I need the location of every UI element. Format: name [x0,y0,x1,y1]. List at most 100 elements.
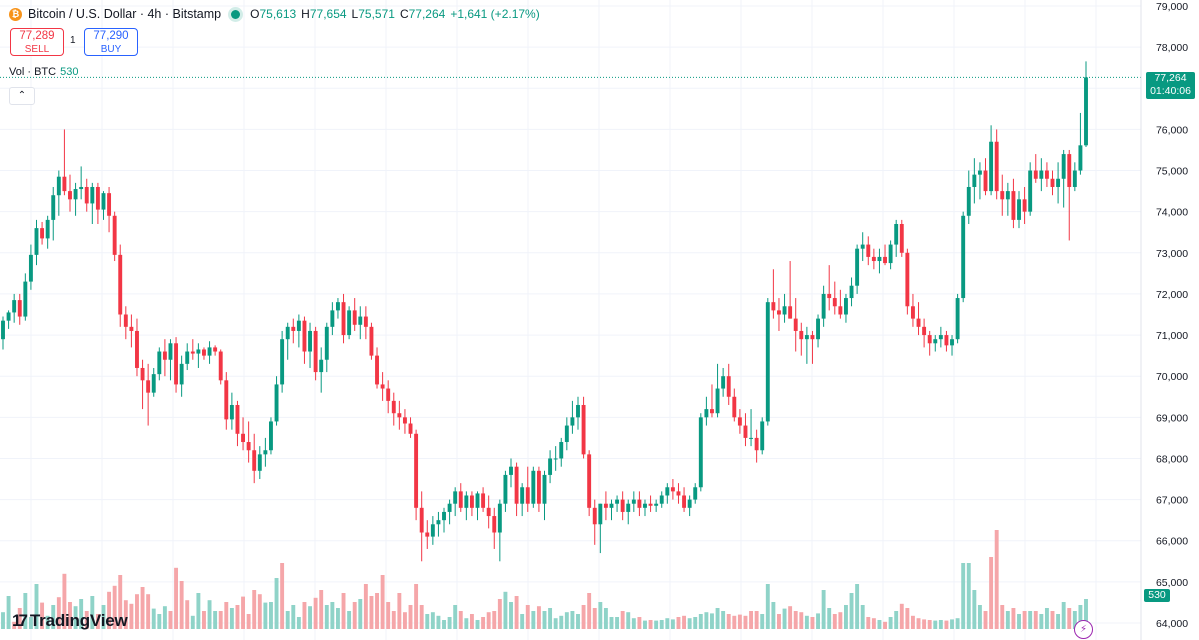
volume-bar [229,608,234,629]
volume-bar [263,602,268,629]
volume-bar [430,612,435,629]
candle-body [715,388,720,414]
candle-body [84,186,89,204]
volume-bar [715,608,720,629]
volume-bar [168,611,173,629]
candle-body [291,326,296,331]
candle-body [564,425,569,443]
volume-legend[interactable]: Vol · BTC 530 [9,66,78,78]
candle-body [28,254,33,282]
candle-body [386,388,391,401]
volume-bar [235,605,240,629]
volume-bar [146,594,151,629]
volume-bar [1072,611,1077,629]
candle-body [894,224,899,245]
candle-body [810,335,815,340]
candle-body [559,442,564,459]
candle-body [871,256,876,262]
volume-bar [369,596,374,629]
price-tick-label: 64,000 [1156,618,1188,630]
candle-body [335,302,340,311]
candle-body [492,516,497,533]
candle-body [218,351,223,381]
lightning-icon[interactable]: ⚡ [1074,620,1093,639]
volume-bar [665,618,670,629]
volume-bar [525,605,530,629]
volume-bar [631,618,636,629]
candle-body [732,396,737,418]
volume-bar [90,596,95,629]
volume-bar [324,605,329,629]
volume-bar [754,611,759,629]
symbol-title[interactable]: Bitcoin / U.S. Dollar · 4h · Bitstamp [28,7,222,21]
volume-bar [34,584,39,629]
volume-bar [308,606,312,629]
volume-bar [84,611,89,629]
candle-body [40,228,45,239]
chevron-up-icon[interactable]: ⌃ [9,87,35,105]
candle-body [961,215,966,299]
volume-bar [726,614,731,629]
price-tick-label: 72,000 [1156,289,1188,301]
candle-body [229,404,234,420]
volume-bar [721,611,726,629]
candle-body [598,503,603,525]
last-price-value: 77,264 [1154,72,1187,84]
candle-body [481,493,486,508]
candle-body [56,176,61,196]
volume-bar [291,605,296,629]
volume-bar [375,593,379,629]
volume-bar [910,615,915,629]
volume-bar [1,612,5,629]
candle-body [146,380,151,393]
candle-body [704,409,709,418]
tradingview-logo[interactable]: 17 TradingView [12,611,128,631]
candle-body [592,507,597,525]
candle-body [933,339,938,344]
volume-bar [56,597,61,629]
candle-body [659,495,664,504]
volume-bar [45,615,50,629]
volume-bar [1039,614,1044,629]
candle-body [665,487,670,496]
candle-body [922,326,927,336]
volume-bar [503,591,508,629]
candle-body [1044,170,1049,179]
sell-button[interactable]: 77,289 SELL [10,28,64,56]
candle-body [179,363,184,385]
candle-body [643,503,647,508]
price-tick-label: 69,000 [1156,412,1188,424]
open-value: 75,613 [259,7,297,21]
candle-body [380,384,385,389]
volume-bar [938,620,943,629]
volume-bar [877,620,882,629]
volume-bar [1005,611,1010,629]
volume-bar [944,620,949,629]
candle-body [570,417,575,426]
buy-button[interactable]: 77,290 BUY [84,28,138,56]
candle-body [436,520,441,525]
candle-body [788,306,793,319]
candle-body [1,320,5,340]
candle-body [603,503,608,508]
candle-body [855,248,860,286]
candle-body [531,470,536,504]
volume-bar [765,584,770,629]
candle-body [676,491,681,496]
volume-bar [821,590,826,629]
candle-body [202,349,206,356]
volume-bar [313,597,318,629]
candle-body [670,487,675,492]
volume-bar [330,602,335,629]
price-tick-label: 67,000 [1156,495,1188,507]
volume-bar [151,608,156,629]
candle-body [95,186,100,210]
candle-body [308,330,312,352]
candle-body [888,244,893,264]
candle-body [916,318,921,327]
candle-body [269,421,273,451]
candle-body [1078,145,1083,171]
volume-bar [1011,608,1016,629]
price-axis: 64,000 65,000 66,000 67,000 68,000 69,000 70,0… [1140,0,1188,640]
